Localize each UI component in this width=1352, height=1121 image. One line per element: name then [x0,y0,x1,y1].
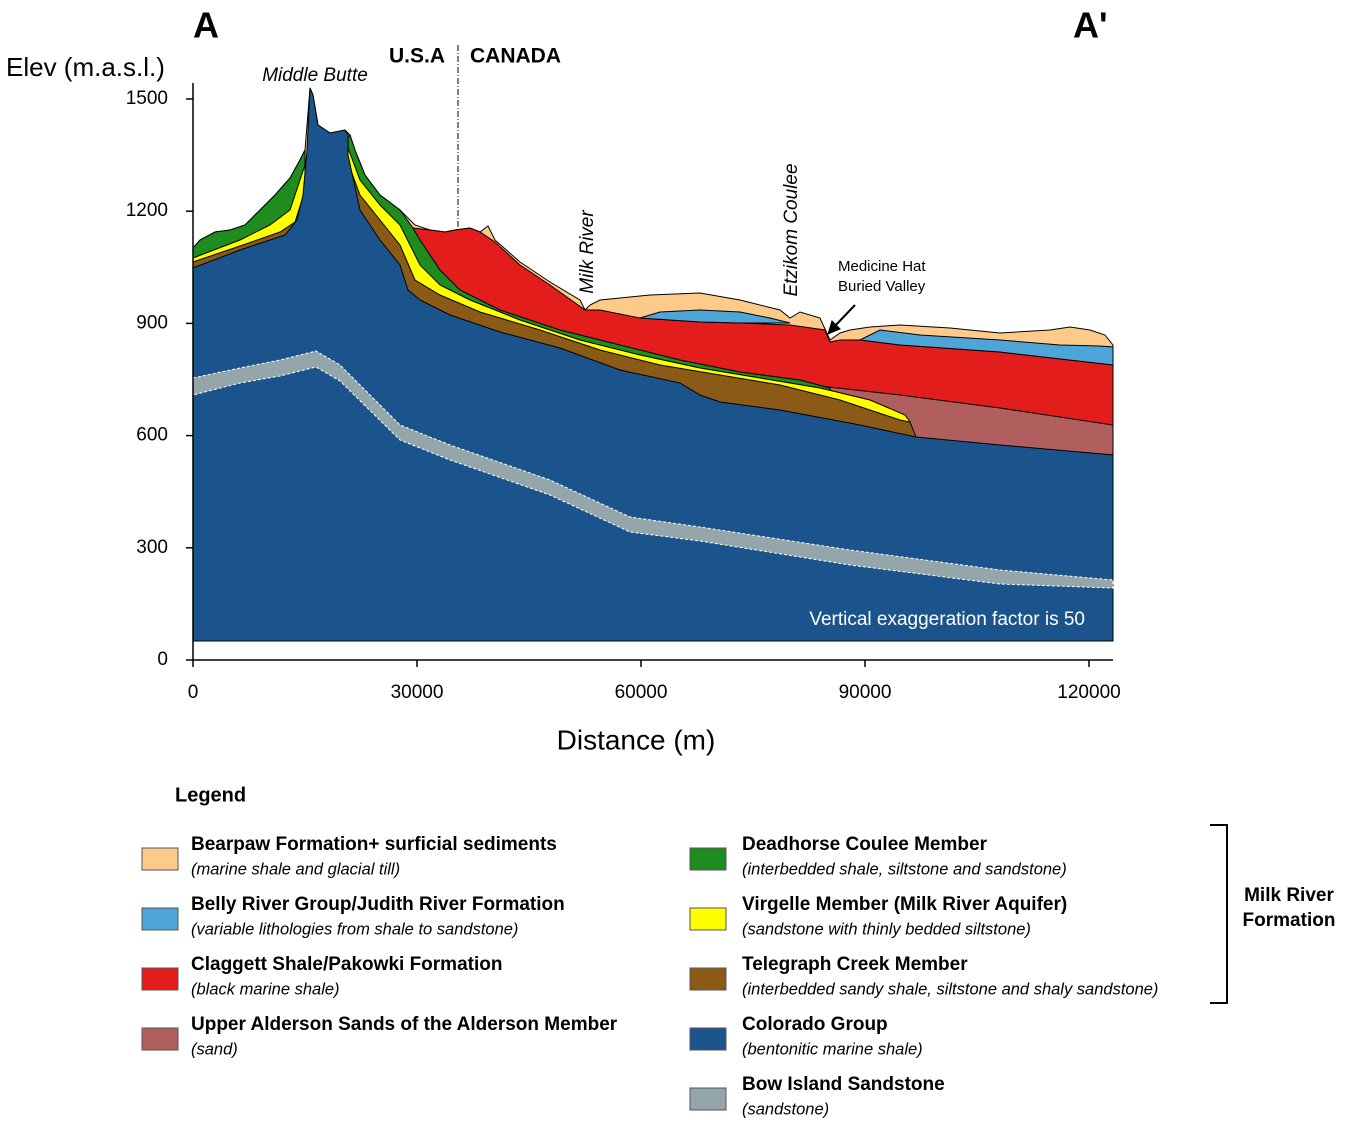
legend-name: Bearpaw Formation+ surficial sediments [191,834,557,855]
note: Vertical exaggeration factor is 50 [809,609,1085,630]
legend-description: (sandstone) [742,1100,829,1118]
cross-section: 0 300 600 900 1200 1500 0 30000 60000 90000 120000… [0,0,1352,1121]
legend-description: (marine shale and glacial till) [191,860,400,878]
x-tick-label: 120000 [1057,682,1120,703]
legend-name: Colorado Group [742,1014,888,1035]
legend-name: Claggett Shale/Pakowki Formation [191,954,502,975]
legend-name: Bow Island Sandstone [742,1074,945,1095]
river-label: Milk River [577,210,598,294]
valley-label: Medicine Hat [838,258,926,275]
legend-description: (sandstone with thinly bedded siltstone) [742,920,1031,938]
y-tick-label: 300 [136,537,168,558]
y-tick-label: 0 [157,649,168,670]
group-bracket [1210,825,1227,1003]
y-tick-label: 900 [136,312,168,333]
x-axis-title: Distance (m) [557,724,716,755]
legend-description: (interbedded sandy shale, siltstone and … [742,980,1158,998]
legend-swatch [690,968,726,990]
legend-swatch [690,848,726,870]
legend: Bearpaw Formation+ surficial sediments (m… [142,834,1158,1118]
legend-swatch [142,1028,178,1050]
legend-description: (bentonitic marine shale) [742,1040,923,1058]
arrow [833,305,855,328]
x-tick-label: 0 [188,682,199,703]
y-tick-label: 600 [136,425,168,446]
summit-label: Middle Butte [262,65,368,86]
section-end: A' [1073,5,1108,46]
legend-title: Legend [175,784,246,806]
legend-description: (interbedded shale, siltstone and sandst… [742,860,1067,878]
y-tick-label: 1500 [126,88,168,109]
legend-description: (black marine shale) [191,980,340,998]
legend-name: Belly River Group/Judith River Formation [191,894,565,915]
legend-description: (variable lithologies from shale to sand… [191,920,518,938]
group-label: Milk River [1244,885,1334,906]
legend-swatch [690,1088,726,1110]
legend-swatch [690,1028,726,1050]
legend-description: (sand) [191,1040,238,1058]
legend-name: Upper Alderson Sands of the Alderson Mem… [191,1014,618,1035]
section-start: A [193,5,219,46]
canada-label: CANADA [470,45,561,68]
group-label: Formation [1243,910,1336,931]
legend-swatch [142,848,178,870]
usa-label: U.S.A [389,45,445,68]
y-axis-title: Elev (m.a.s.l.) [6,52,165,82]
legend-swatch [142,908,178,930]
legend-name: Deadhorse Coulee Member [742,834,988,855]
x-tick-label: 90000 [839,682,892,703]
valley-label: Buried Valley [838,278,926,295]
x-tick-label: 30000 [391,682,444,703]
coulee-label: Etzikom Coulee [781,163,802,296]
legend-name: Telegraph Creek Member [742,954,968,975]
x-tick-label: 60000 [615,682,668,703]
y-tick-label: 1200 [126,200,168,221]
legend-swatch [142,968,178,990]
legend-name: Virgelle Member (Milk River Aquifer) [742,894,1067,915]
legend-swatch [690,908,726,930]
